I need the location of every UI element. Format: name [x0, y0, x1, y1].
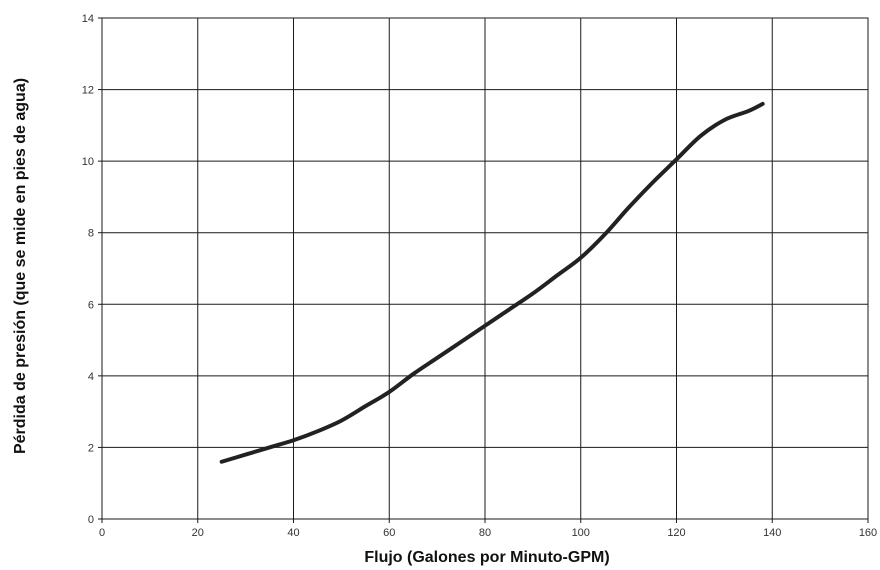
x-tick-label: 120	[667, 527, 685, 539]
grid	[98, 17, 869, 523]
y-tick-label: 10	[82, 156, 94, 168]
x-tick-label: 140	[763, 527, 781, 539]
x-tick-label: 100	[572, 527, 590, 539]
x-axis-ticks: 0 20 40 60 80 100 120 140 160	[99, 527, 877, 539]
x-tick-label: 160	[859, 527, 877, 539]
pressure-loss-curve	[219, 101, 765, 464]
x-tick-label: 80	[479, 527, 491, 539]
y-tick-label: 0	[88, 514, 94, 526]
y-tick-label: 14	[82, 13, 94, 25]
x-tick-label: 40	[287, 527, 299, 539]
y-tick-label: 4	[88, 371, 94, 383]
y-tick-label: 8	[88, 228, 94, 240]
x-tick-label: 0	[99, 527, 105, 539]
y-tick-label: 12	[82, 85, 94, 97]
y-axis-ticks: 0 2 4 6 8 10 12 14	[82, 13, 94, 526]
curve-layer	[219, 101, 765, 464]
y-axis-title: Pérdida de presión (que se mide en pies …	[12, 78, 29, 454]
y-tick-label: 6	[88, 299, 94, 311]
x-tick-label: 60	[383, 527, 395, 539]
x-axis-title: Flujo (Galones por Minuto-GPM)	[364, 549, 609, 566]
y-tick-label: 2	[88, 442, 94, 454]
x-tick-label: 20	[192, 527, 204, 539]
